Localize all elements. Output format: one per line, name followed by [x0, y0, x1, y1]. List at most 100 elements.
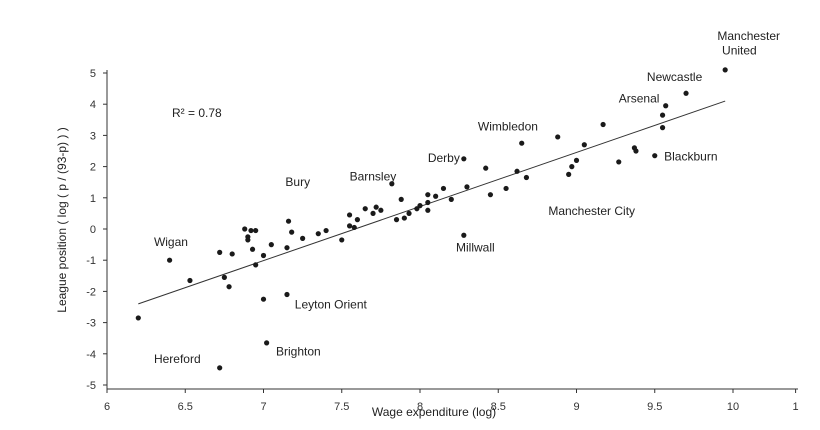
y-tick-label: 0 — [90, 224, 96, 236]
club-label: Derby — [428, 151, 460, 165]
data-point — [362, 206, 368, 212]
r-squared-annotation: R² = 0.78 — [172, 106, 222, 120]
data-point — [226, 284, 232, 290]
data-point — [519, 140, 525, 146]
data-point — [378, 207, 384, 213]
y-tick-label: -3 — [86, 318, 96, 330]
data-point — [339, 237, 345, 243]
x-tick-label: 8 — [417, 401, 423, 413]
y-tick-label: 1 — [90, 193, 96, 205]
club-label: Bury — [285, 175, 310, 189]
data-point — [523, 174, 530, 181]
data-point — [370, 210, 376, 216]
data-point — [461, 156, 467, 162]
data-point — [351, 224, 357, 231]
data-point — [722, 67, 728, 73]
data-point — [659, 125, 666, 131]
data-point — [217, 249, 223, 255]
y-axis-title: League position ( log ( p / (93-p) ) ) — [55, 127, 69, 312]
data-point — [346, 223, 353, 229]
data-point — [503, 185, 509, 192]
data-point — [600, 121, 606, 128]
data-point — [285, 218, 292, 224]
data-point — [249, 246, 256, 252]
data-point — [652, 153, 658, 159]
club-label: Newcastle — [647, 70, 703, 84]
data-point — [323, 227, 329, 234]
data-point — [616, 159, 622, 165]
x-tick-label: 8.5 — [491, 401, 506, 413]
data-point — [373, 204, 379, 210]
club-label: Manchester City — [548, 204, 635, 218]
club-label: Hereford — [154, 352, 201, 366]
club-label: Blackburn — [664, 149, 717, 163]
club-label: Brighton — [276, 344, 321, 358]
club-label: United — [722, 43, 757, 57]
data-point — [464, 184, 470, 190]
data-point — [448, 196, 454, 202]
y-tick-label: -5 — [86, 380, 96, 392]
data-point — [260, 296, 267, 302]
data-point — [253, 227, 259, 234]
data-point — [346, 212, 353, 218]
data-point — [167, 257, 173, 263]
data-point — [315, 231, 321, 237]
club-label: Barnsley — [350, 170, 397, 184]
data-point — [260, 252, 267, 259]
data-point — [483, 165, 489, 171]
x-tick-label: 6.5 — [178, 401, 193, 413]
data-point — [406, 210, 412, 216]
data-point — [253, 262, 259, 268]
data-point — [268, 242, 274, 248]
data-point — [633, 148, 639, 154]
data-point — [425, 192, 431, 198]
x-tick-label: 9 — [573, 401, 579, 413]
data-point — [221, 274, 227, 280]
x-tick-label: 6 — [104, 401, 110, 413]
data-point — [440, 185, 447, 192]
data-point — [135, 315, 141, 321]
y-tick-label: 5 — [90, 68, 96, 80]
data-point — [581, 142, 587, 148]
x-tick-label: 7.5 — [334, 401, 349, 413]
data-point — [393, 217, 400, 223]
data-point — [284, 291, 290, 298]
data-point — [425, 207, 431, 213]
trend-line — [138, 100, 726, 305]
data-point — [461, 232, 467, 238]
data-point — [248, 227, 254, 234]
data-point — [354, 217, 360, 223]
club-label: Wigan — [154, 235, 188, 249]
data-point — [398, 196, 404, 202]
club-label: Manchester — [717, 29, 780, 43]
x-tick-label: 9.5 — [647, 401, 662, 413]
data-point — [242, 226, 248, 232]
y-tick-label: -4 — [86, 349, 96, 361]
x-tick-label: 1 — [793, 401, 799, 413]
data-point — [264, 340, 270, 346]
y-tick-label: 2 — [90, 162, 96, 174]
data-point — [389, 181, 395, 187]
data-point — [566, 171, 572, 177]
data-point — [229, 251, 235, 257]
x-tick-label: 7 — [260, 401, 266, 413]
data-point — [683, 90, 689, 96]
data-point — [245, 237, 251, 243]
club-label: Millwall — [456, 240, 495, 254]
data-point — [401, 215, 407, 221]
y-tick-label: -2 — [86, 286, 96, 298]
data-point — [514, 168, 520, 174]
data-point — [187, 277, 193, 284]
data-point — [487, 192, 494, 198]
data-point — [433, 193, 439, 199]
data-point — [289, 229, 295, 235]
x-tick-label: 10 — [727, 401, 739, 413]
y-tick-label: 3 — [90, 130, 96, 142]
data-point — [414, 206, 420, 212]
data-point — [284, 245, 290, 251]
data-point — [569, 164, 575, 170]
club-label: Wimbledon — [478, 120, 538, 134]
data-point — [573, 157, 580, 163]
data-point — [300, 235, 306, 241]
